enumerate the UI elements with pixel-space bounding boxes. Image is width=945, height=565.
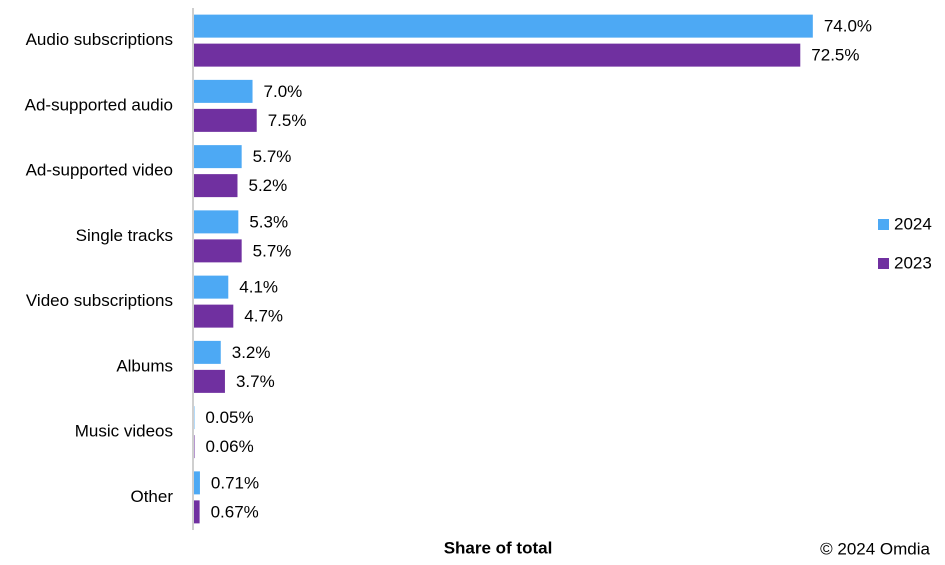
bar: [194, 500, 200, 524]
y-tick-label: Other: [130, 487, 173, 506]
bar: [194, 43, 801, 67]
value-label: 4.1%: [239, 278, 278, 297]
bar: [194, 145, 242, 169]
value-label: 0.06%: [206, 437, 254, 456]
value-label: 7.0%: [264, 82, 303, 101]
y-tick-label: Music videos: [75, 422, 173, 441]
value-label: 3.7%: [236, 372, 275, 391]
y-tick-label: Audio subscriptions: [26, 30, 173, 49]
y-tick-label: Albums: [116, 356, 173, 375]
bar: [194, 174, 238, 198]
source: © 2024 Omdia: [820, 539, 930, 558]
value-label: 0.05%: [205, 408, 253, 427]
bar: [194, 471, 200, 495]
y-tick-label: Single tracks: [76, 226, 173, 245]
x-axis-label: Share of total: [444, 538, 553, 557]
bar: [194, 304, 234, 328]
value-label: 4.7%: [244, 307, 283, 326]
value-label: 74.0%: [824, 17, 872, 36]
y-tick-label: Ad-supported video: [26, 161, 173, 180]
bar: [194, 275, 229, 299]
value-label: 3.2%: [232, 343, 271, 362]
y-tick-label: Video subscriptions: [26, 291, 173, 310]
value-label: 5.2%: [248, 176, 287, 195]
legend-label: 2024: [894, 214, 932, 233]
bar: [194, 79, 253, 103]
bar: [194, 369, 225, 393]
bar: [194, 340, 221, 364]
y-tick-label: Ad-supported audio: [25, 95, 173, 114]
bar: [194, 14, 813, 38]
legend-swatch: [878, 258, 889, 269]
bar: [194, 239, 242, 263]
value-label: 5.7%: [253, 147, 292, 166]
value-label: 7.5%: [268, 111, 307, 130]
value-label: 0.71%: [211, 473, 259, 492]
legend-label: 2023: [894, 253, 932, 272]
value-label: 5.3%: [249, 212, 288, 231]
value-label: 72.5%: [811, 46, 859, 65]
bar: [194, 435, 195, 459]
value-label: 0.67%: [211, 502, 259, 521]
legend-swatch: [878, 219, 889, 230]
value-label: 5.7%: [253, 241, 292, 260]
bar: [194, 210, 239, 234]
bar: [194, 108, 257, 132]
